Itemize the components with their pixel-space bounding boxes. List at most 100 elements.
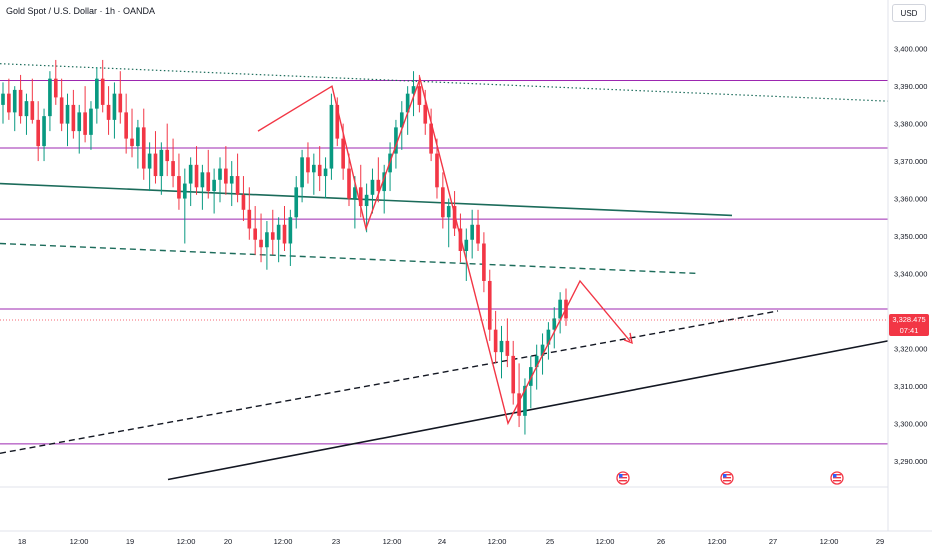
candle-body — [394, 127, 398, 154]
candle — [30, 78, 35, 124]
candle-body — [417, 86, 422, 105]
candle-body — [235, 176, 240, 195]
candle-body — [470, 224, 474, 240]
candle — [523, 378, 527, 435]
candle-body — [65, 104, 70, 124]
candle — [270, 209, 275, 255]
solid-trend-line — [167, 340, 889, 481]
candle-body — [95, 78, 99, 109]
candle — [300, 149, 304, 203]
candle-body — [42, 116, 46, 147]
candle — [558, 292, 562, 334]
candle-body — [153, 153, 158, 177]
flag-us-icon[interactable] — [830, 471, 844, 485]
candle-body — [435, 153, 439, 188]
time-tick-label: 12:00 — [274, 537, 293, 546]
candle — [136, 119, 140, 169]
candle — [153, 131, 158, 184]
candle — [493, 310, 498, 364]
candle-body — [83, 112, 87, 135]
candle-body — [141, 127, 146, 169]
candle-body — [376, 179, 381, 192]
candle — [7, 78, 11, 120]
time-tick-label: 12:00 — [820, 537, 839, 546]
currency-button[interactable]: USD — [892, 4, 926, 22]
candle-body — [300, 157, 304, 188]
candle-body — [347, 168, 351, 199]
candle — [265, 221, 269, 270]
time-tick-label: 12:00 — [177, 537, 196, 546]
candles — [1, 59, 568, 435]
candle-body — [505, 340, 510, 356]
candle-body — [171, 161, 175, 177]
candle-body — [523, 385, 527, 416]
candle — [505, 318, 510, 368]
candle — [511, 340, 516, 405]
candle-body — [53, 78, 58, 98]
candle-body — [528, 367, 533, 386]
candle — [288, 209, 293, 266]
price-tick-label: 3,370.000 — [894, 157, 927, 166]
flag-us-icon[interactable] — [616, 471, 630, 485]
candle-body — [229, 176, 234, 184]
candle-body — [552, 318, 557, 330]
candle — [464, 228, 469, 281]
candle-body — [130, 138, 134, 147]
candle — [382, 164, 387, 214]
time-tick-label: 20 — [224, 537, 232, 546]
candle — [124, 93, 128, 154]
candle — [294, 176, 299, 229]
flag-us-icon[interactable] — [720, 471, 734, 485]
candle-body — [358, 187, 363, 207]
candle — [130, 108, 134, 158]
candle — [229, 161, 234, 207]
candle-body — [136, 127, 140, 147]
candle — [65, 93, 70, 147]
candle-body — [335, 104, 340, 139]
candle-body — [124, 112, 128, 139]
candle-body — [212, 179, 216, 192]
dotted-resistance-line — [0, 63, 889, 102]
time-tick-label: 26 — [657, 537, 665, 546]
candle-body — [159, 149, 164, 177]
candle-body — [429, 123, 433, 154]
candle-body — [24, 101, 29, 117]
candle-body — [112, 93, 117, 120]
candle — [177, 153, 181, 210]
time-tick-label: 29 — [876, 537, 884, 546]
candle — [347, 153, 351, 207]
candle-body — [399, 112, 404, 128]
symbol-title[interactable]: Gold Spot / U.S. Dollar · 1h · OANDA — [6, 6, 156, 16]
time-tick-label: 12:00 — [708, 537, 727, 546]
candle — [253, 206, 257, 255]
candle — [435, 138, 439, 199]
candle-body — [423, 104, 428, 124]
candle-body — [1, 93, 5, 105]
candle-body — [441, 187, 445, 218]
candle — [476, 209, 480, 251]
candle — [200, 164, 205, 210]
candle-body — [482, 243, 486, 281]
candle-body — [59, 97, 64, 124]
flag-us-icon-stripe — [619, 480, 627, 482]
flag-us-icon-stripe — [833, 480, 841, 482]
candle — [95, 67, 99, 124]
time-tick-label: 23 — [332, 537, 340, 546]
candle-body — [499, 340, 504, 353]
time-axis[interactable]: 18 12:00 19 12:00 20 12:00 23 12:00 24 12:00 25 12:… — [18, 537, 884, 546]
candle-body — [206, 172, 211, 192]
candle-body — [446, 206, 451, 218]
candle-body — [276, 224, 281, 240]
candle-body — [364, 194, 369, 207]
candle — [112, 82, 117, 139]
candle — [370, 168, 375, 214]
candle — [71, 89, 76, 139]
candle — [259, 213, 263, 263]
flag-us-icon-stripe — [619, 477, 627, 479]
candle-body — [288, 217, 293, 244]
price-axis[interactable]: 3,290.000 3,300.000 3,310.000 3,320.000 3,34… — [894, 45, 927, 466]
flag-us-icon-stripe — [723, 480, 731, 482]
candle — [24, 93, 29, 135]
time-tick-label: 18 — [18, 537, 26, 546]
